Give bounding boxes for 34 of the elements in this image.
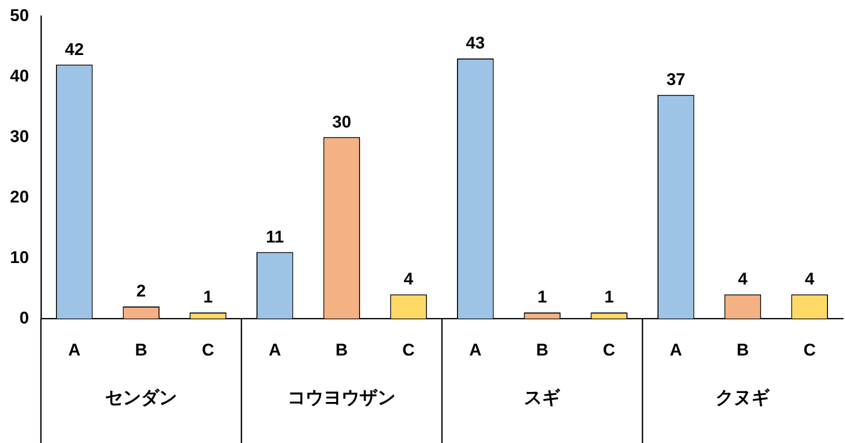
data-label: 4: [738, 270, 748, 289]
text: クヌギ: [716, 388, 771, 408]
x-tick-label: C: [202, 340, 214, 360]
x-tick-label: B: [336, 340, 348, 360]
data-label: 2: [136, 282, 146, 301]
x-tick-label: A: [268, 340, 281, 360]
y-tick-label: 10: [10, 248, 29, 267]
data-label: 37: [666, 70, 686, 90]
y-tick-label: 20: [10, 187, 29, 206]
data-label: 43: [466, 34, 485, 53]
data-label: 1: [203, 288, 213, 307]
y-tick-label: 40: [10, 66, 29, 86]
x-tick-label: A: [469, 340, 482, 360]
text: スギ: [524, 388, 562, 408]
text: センダン: [105, 388, 178, 408]
x-tick-label: B: [736, 340, 749, 360]
x-tick-label: C: [402, 340, 415, 360]
y-tick-label: 30: [10, 126, 29, 146]
data-label: 4: [404, 270, 414, 289]
y-tick-label: 0: [19, 308, 29, 328]
x-tick-label: B: [135, 340, 148, 360]
data-label: 1: [537, 288, 547, 307]
text: コウヨウザン: [288, 388, 396, 408]
data-label: 4: [804, 270, 815, 289]
x-tick-label: C: [602, 340, 616, 360]
data-label: 1: [604, 288, 614, 307]
x-tick-label: C: [803, 340, 816, 360]
y-tick-label: 50: [10, 6, 29, 25]
data-label: 42: [64, 40, 84, 59]
data-label: 11: [266, 227, 284, 246]
x-tick-label: A: [68, 340, 80, 360]
data-label: 30: [332, 112, 352, 132]
x-tick-label: A: [670, 340, 682, 360]
x-tick-label: B: [536, 340, 548, 360]
